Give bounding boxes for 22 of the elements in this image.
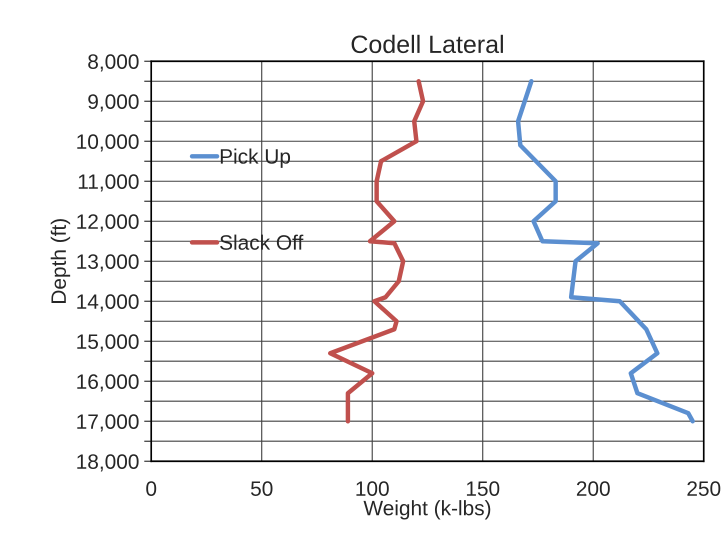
x-tick-label: 200 — [576, 481, 610, 496]
y-tick-label: 16,000 — [77, 374, 139, 392]
x-tick-label: 50 — [250, 481, 272, 496]
y-tick-label: 18,000 — [77, 454, 139, 472]
y-tick-label: 11,000 — [78, 174, 139, 192]
y-tick-label: 17,000 — [77, 414, 139, 432]
y-tick-label: 8,000 — [88, 54, 139, 72]
y-tick-label: 14,000 — [77, 294, 139, 312]
chart-title: Codell Lateral — [352, 34, 503, 54]
x-tick-label: 100 — [356, 481, 389, 496]
line-series — [328, 79, 426, 424]
line-series — [516, 79, 695, 424]
y-axis-title: Depth (ft) — [50, 219, 70, 303]
y-tick-label: 9,000 — [88, 94, 139, 112]
y-tick-label: 10,000 — [77, 134, 139, 152]
x-tick-label: 0 — [146, 481, 156, 496]
x-tick-label: 250 — [687, 481, 720, 496]
y-tick-label: 13,000 — [77, 254, 139, 272]
y-tick-label: 12,000 — [77, 214, 139, 232]
x-tick-label: 150 — [466, 481, 500, 496]
x-axis-title: Weight (k-lbs) — [364, 500, 490, 520]
y-tick-label: 15,000 — [77, 334, 139, 352]
